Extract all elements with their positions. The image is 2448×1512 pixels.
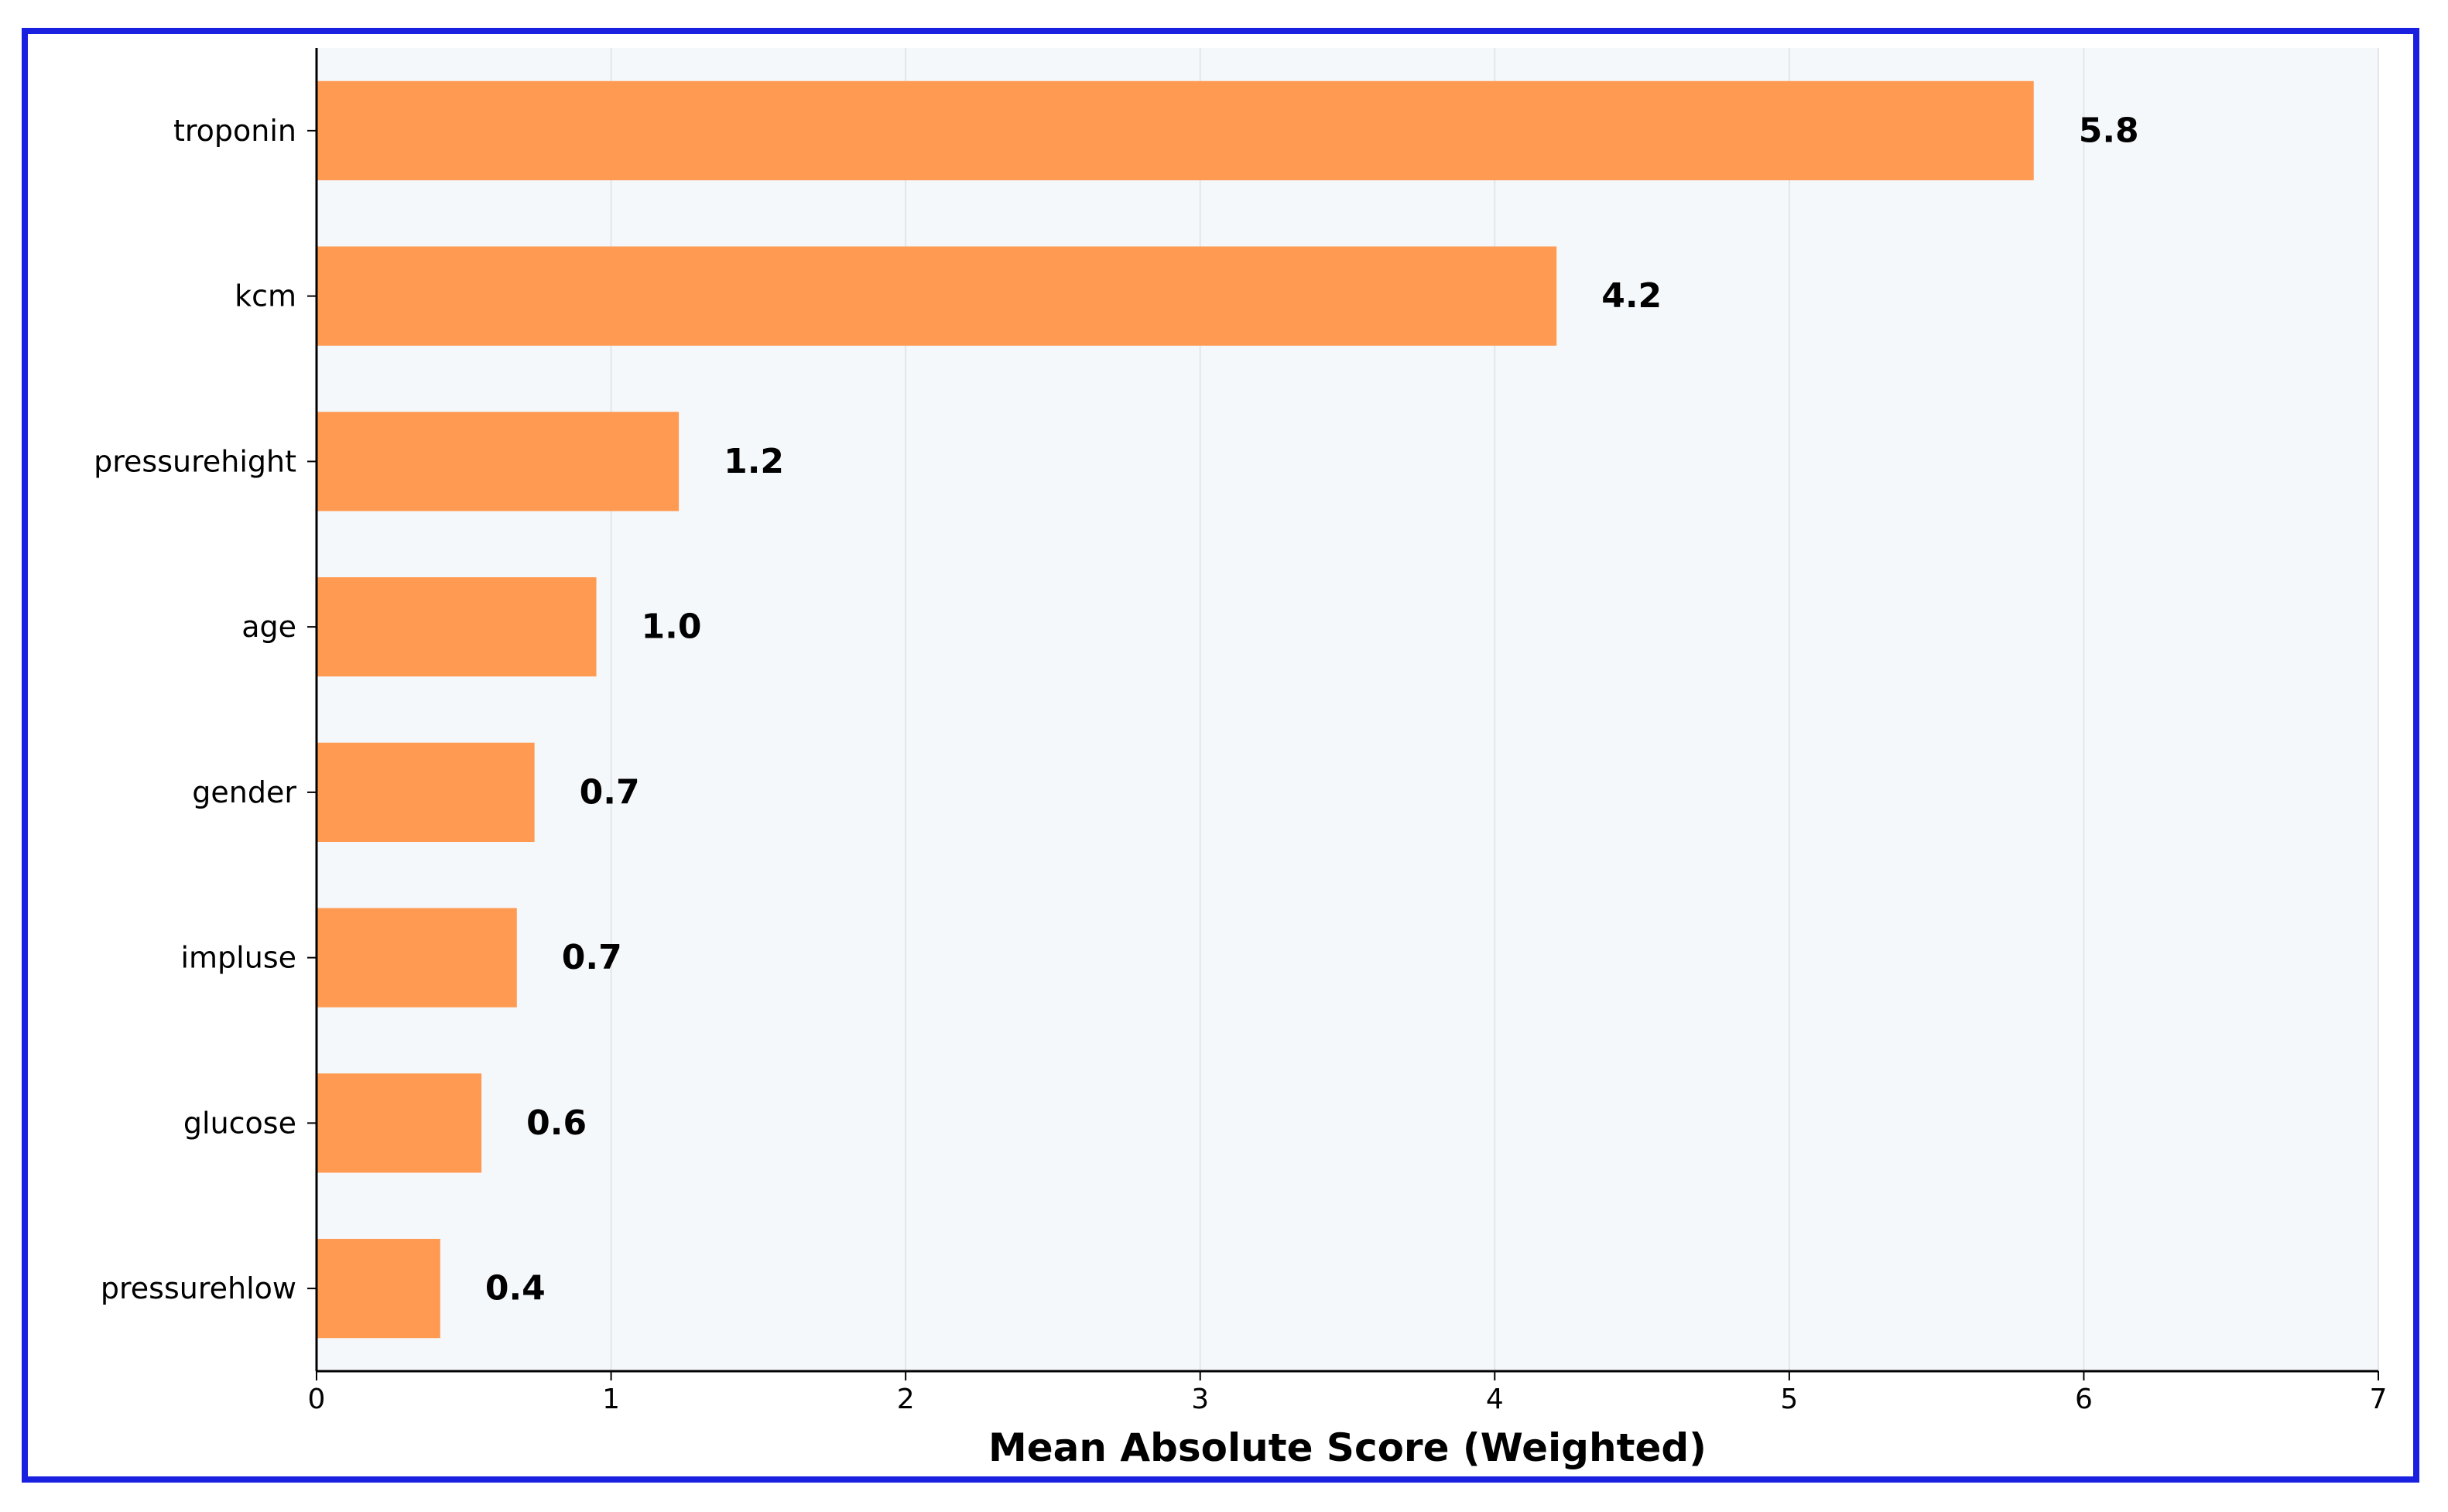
x-axis-title: Mean Absolute Score (Weighted)	[988, 1425, 1707, 1470]
x-tick-label-2: 2	[897, 1384, 915, 1415]
x-tick-label-3: 3	[1191, 1384, 1209, 1415]
value-label-pressurehlow: 0.4	[485, 1269, 546, 1308]
category-label-pressurehlow: pressurehlow	[101, 1271, 296, 1305]
value-labels: 5.8 4.2 1.2 1.0 0.7 0.7 0.6 0.4	[485, 111, 2139, 1308]
category-label-troponin: troponin	[173, 114, 296, 148]
bars	[317, 80, 2034, 1339]
bar-age	[317, 577, 597, 677]
value-label-kcm: 4.2	[1601, 276, 1662, 316]
category-label-gender: gender	[192, 775, 296, 809]
category-label-age: age	[241, 610, 296, 644]
x-tick-label-0: 0	[308, 1384, 326, 1415]
value-label-gender: 0.7	[580, 772, 640, 812]
x-tick-label-6: 6	[2075, 1384, 2093, 1415]
x-tick-label-5: 5	[1780, 1384, 1798, 1415]
category-label-pressurehight: pressurehight	[94, 444, 296, 478]
bar-pressurehlow	[317, 1239, 440, 1339]
category-label-kcm: kcm	[235, 279, 296, 313]
value-label-impluse: 0.7	[562, 938, 622, 977]
bar-pressurehight	[317, 412, 680, 511]
axes	[307, 48, 2379, 1380]
category-label-glucose: glucose	[183, 1106, 296, 1140]
bar-troponin	[317, 80, 2034, 180]
x-tick-label-1: 1	[602, 1384, 620, 1415]
x-tick-label-4: 4	[1486, 1384, 1504, 1415]
x-tick-labels: 0 1 2 3 4 5 6 7	[308, 1384, 2388, 1415]
category-label-impluse: impluse	[180, 941, 296, 975]
category-labels: troponin kcm pressurehight age gender impluse…	[94, 114, 296, 1305]
value-label-troponin: 5.8	[2079, 111, 2139, 150]
bar-gender	[317, 742, 535, 842]
value-label-pressurehight: 1.2	[724, 442, 784, 481]
bar-glucose	[317, 1073, 482, 1173]
value-label-glucose: 0.6	[526, 1103, 587, 1143]
x-tick-label-7: 7	[2370, 1384, 2388, 1415]
value-label-age: 1.0	[642, 607, 702, 647]
bar-kcm	[317, 246, 1557, 346]
bar-impluse	[317, 908, 517, 1007]
